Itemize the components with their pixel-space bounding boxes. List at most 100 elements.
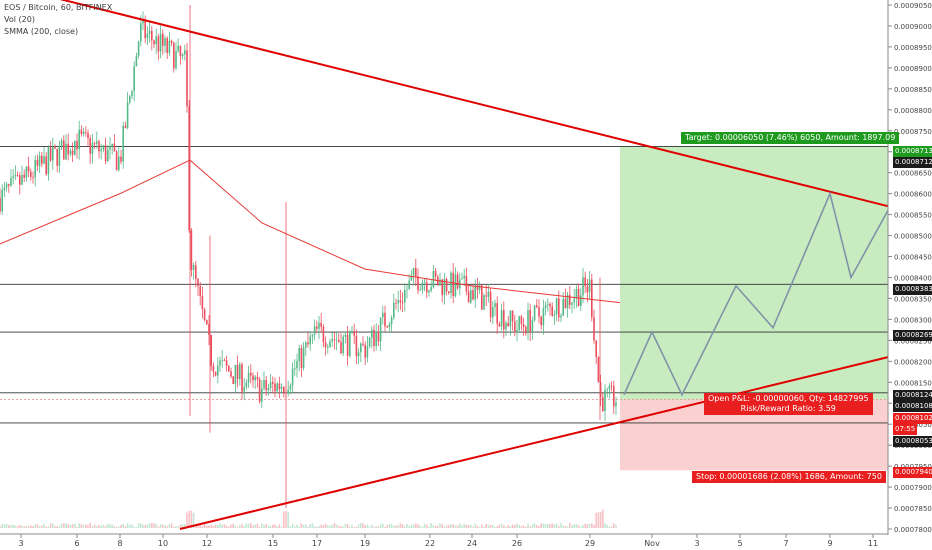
candle-body-194 <box>426 282 428 293</box>
smma-line <box>0 159 621 304</box>
price-tag-9: 0.00079401 <box>893 467 932 478</box>
volume-bar-171 <box>375 526 377 528</box>
legend-smma: SMMA (200, close) <box>4 27 79 36</box>
candle-body-157 <box>344 334 347 337</box>
candle-body-213 <box>467 291 470 303</box>
volume-bar-97 <box>212 526 215 528</box>
volume-bar-223 <box>489 524 492 528</box>
volume-bar-62 <box>135 526 138 528</box>
volume-bar-209 <box>459 523 461 528</box>
volume-bar-24 <box>52 523 54 528</box>
volume-bar-16 <box>34 524 36 528</box>
volume-bar-49 <box>107 523 109 528</box>
volume-bar-92 <box>201 526 204 528</box>
candle-body-96 <box>210 335 212 366</box>
candle-body-106 <box>232 376 234 384</box>
candle-body-152 <box>333 339 336 340</box>
candle-body-41 <box>89 138 91 154</box>
candle-body-70 <box>153 40 155 45</box>
volume-bar-253 <box>555 523 558 528</box>
candle-body-184 <box>404 290 406 303</box>
candle-body-72 <box>157 36 160 52</box>
candle-body-215 <box>472 290 474 300</box>
volume-bar-99 <box>217 524 219 528</box>
candle-body-29 <box>63 140 65 160</box>
candle-body-250 <box>549 303 551 307</box>
volume-bar-264 <box>580 526 582 528</box>
candle-body-259 <box>569 294 571 305</box>
volume-bar-166 <box>364 525 366 528</box>
volume-bar-265 <box>582 524 584 528</box>
volume-bar-228 <box>500 523 503 528</box>
candle-body-88 <box>192 265 195 270</box>
candle-body-206 <box>452 272 454 297</box>
candle-body-28 <box>60 140 63 146</box>
volume-bar-180 <box>395 525 397 528</box>
volume-bar-139 <box>305 524 307 528</box>
volume-bar-20 <box>43 523 45 528</box>
candle-body-73 <box>159 33 162 52</box>
volume-bar-70 <box>153 523 155 528</box>
volume-bar-127 <box>278 524 281 528</box>
candle-body-148 <box>324 342 327 348</box>
volume-bar-203 <box>445 525 448 528</box>
candle-body-273 <box>599 382 602 398</box>
volume-bar-155 <box>340 526 342 528</box>
volume-bar-101 <box>221 524 223 528</box>
volume-bar-215 <box>472 526 474 528</box>
volume-bar-230 <box>505 526 507 528</box>
candle-body-224 <box>492 307 494 318</box>
volume-bar-151 <box>331 524 333 528</box>
volume-bar-220 <box>483 526 485 528</box>
candle-body-169 <box>371 329 373 338</box>
candle-body-4 <box>8 184 10 186</box>
volume-bar-212 <box>465 524 468 528</box>
candle-body-80 <box>175 51 177 69</box>
candle-body-30 <box>65 143 67 160</box>
time-tick-label-2: 8 <box>117 539 122 548</box>
volume-bar-15 <box>32 526 34 528</box>
volume-bar-165 <box>362 523 364 528</box>
candle-body-67 <box>146 33 149 39</box>
volume-bar-121 <box>265 523 267 528</box>
candle-body-238 <box>522 324 525 327</box>
volume-bar-71 <box>155 523 157 528</box>
volume-bar-278 <box>610 526 613 528</box>
volume-bar-170 <box>373 526 375 528</box>
volume-bar-176 <box>386 524 388 528</box>
volume-bar-177 <box>388 524 391 528</box>
volume-bar-55 <box>120 525 122 528</box>
price-tag-7: 07:55 <box>893 424 918 435</box>
candle-body-202 <box>443 279 446 295</box>
volume-bar-85 <box>186 512 188 528</box>
volume-bar-188 <box>412 524 415 528</box>
candle-body-54 <box>118 156 120 170</box>
volume-bar-163 <box>357 524 360 528</box>
volume-bar-7 <box>14 525 17 528</box>
candle-body-158 <box>346 334 349 356</box>
volume-bar-266 <box>584 523 586 528</box>
candle-body-34 <box>74 140 76 155</box>
volume-bar-197 <box>432 525 435 528</box>
volume-bar-59 <box>129 524 131 528</box>
volume-bar-103 <box>225 525 228 528</box>
candle-body-214 <box>470 290 472 303</box>
candle-body-94 <box>206 320 208 325</box>
candle-body-240 <box>527 310 529 334</box>
candle-body-90 <box>197 278 199 287</box>
candle-body-116 <box>254 376 256 381</box>
candle-body-179 <box>393 302 395 318</box>
candle-body-132 <box>289 385 292 390</box>
candle-body-159 <box>349 331 351 356</box>
candle-body-154 <box>338 339 340 343</box>
candle-body-50 <box>109 146 111 150</box>
candle-body-81 <box>177 45 179 52</box>
volume-bar-216 <box>474 523 476 528</box>
candle-body-6 <box>12 176 14 178</box>
volume-bar-175 <box>384 526 386 528</box>
volume-bar-137 <box>300 523 303 528</box>
candle-body-222 <box>487 291 490 297</box>
